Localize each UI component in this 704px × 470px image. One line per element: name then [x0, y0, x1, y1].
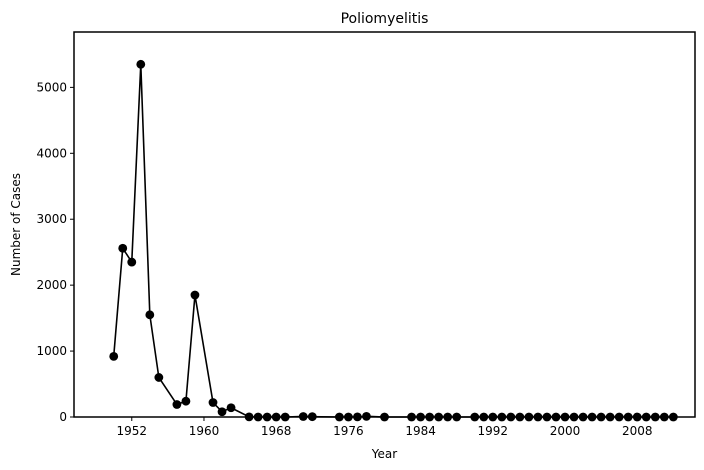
y-tick-label: 3000 [36, 212, 67, 226]
x-tick-label: 2000 [550, 424, 581, 438]
x-tick-label: 1968 [261, 424, 292, 438]
y-tick-label: 5000 [36, 80, 67, 94]
data-point [136, 59, 146, 69]
x-axis: 1952 1960 1968 1976 1984 1992 2000 2008 [116, 417, 653, 438]
data-point [172, 400, 182, 409]
data-point [190, 290, 200, 300]
data-point [127, 257, 137, 267]
y-axis: 0 1000 2000 3000 4000 5000 [36, 80, 74, 424]
x-tick-label: 1952 [116, 424, 147, 438]
x-tick-label: 1992 [478, 424, 509, 438]
data-point [145, 310, 155, 320]
chart-title: Poliomyelitis [341, 11, 429, 27]
data-point [181, 396, 191, 406]
series-line [112, 64, 674, 418]
data-point [109, 351, 119, 361]
x-tick-label: 1976 [333, 424, 364, 438]
plot-marks [109, 59, 678, 422]
y-tick-label: 0 [59, 410, 67, 424]
data-point [154, 373, 164, 382]
plot-frame [73, 31, 696, 418]
data-point [217, 407, 227, 417]
x-tick-label: 2008 [622, 424, 653, 438]
data-point [226, 403, 236, 413]
x-tick-label: 1960 [189, 424, 220, 438]
y-tick-label: 2000 [36, 278, 67, 292]
data-point [208, 398, 218, 407]
y-axis-label: Number of Cases [9, 173, 23, 276]
y-tick-label: 4000 [36, 146, 67, 160]
x-axis-label: Year [371, 447, 397, 461]
y-tick-label: 1000 [36, 344, 67, 358]
x-tick-label: 1984 [405, 424, 436, 438]
data-point [118, 243, 128, 253]
